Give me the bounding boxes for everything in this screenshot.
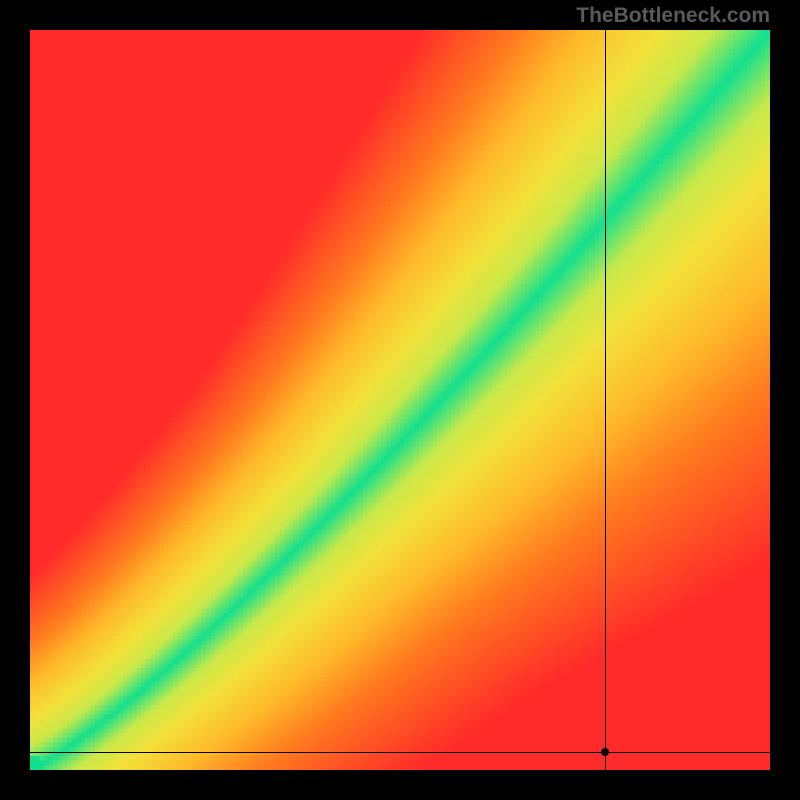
watermark-text: TheBottleneck.com	[576, 4, 770, 28]
heatmap-plot	[30, 30, 770, 770]
crosshair-marker	[601, 748, 609, 756]
heatmap-canvas	[30, 30, 770, 770]
crosshair-horizontal	[30, 752, 770, 753]
crosshair-vertical	[605, 30, 606, 770]
